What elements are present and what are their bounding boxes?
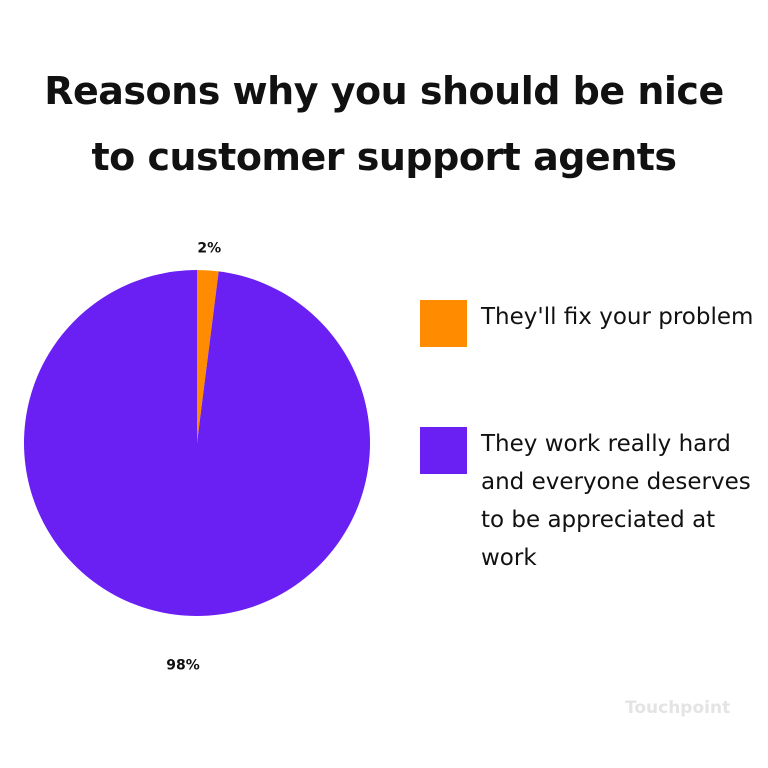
legend-label: They'll fix your problem bbox=[481, 304, 754, 330]
pie-slice bbox=[197, 270, 219, 443]
legend: They'll fix your problem They work really… bbox=[420, 300, 760, 657]
legend-item: They'll fix your problem bbox=[420, 300, 760, 347]
legend-item: They work really hard and everyone deser… bbox=[420, 427, 760, 577]
pie-slice bbox=[23, 270, 370, 616]
data-label: 2% bbox=[197, 240, 221, 256]
watermark: Touchpoint bbox=[625, 698, 731, 718]
legend-label: They work really hard and everyone deser… bbox=[481, 431, 751, 571]
legend-swatch bbox=[420, 427, 467, 474]
data-label: 98% bbox=[166, 658, 200, 674]
legend-swatch bbox=[420, 300, 467, 347]
chart-title: Reasons why you should be nice to custom… bbox=[44, 69, 724, 179]
